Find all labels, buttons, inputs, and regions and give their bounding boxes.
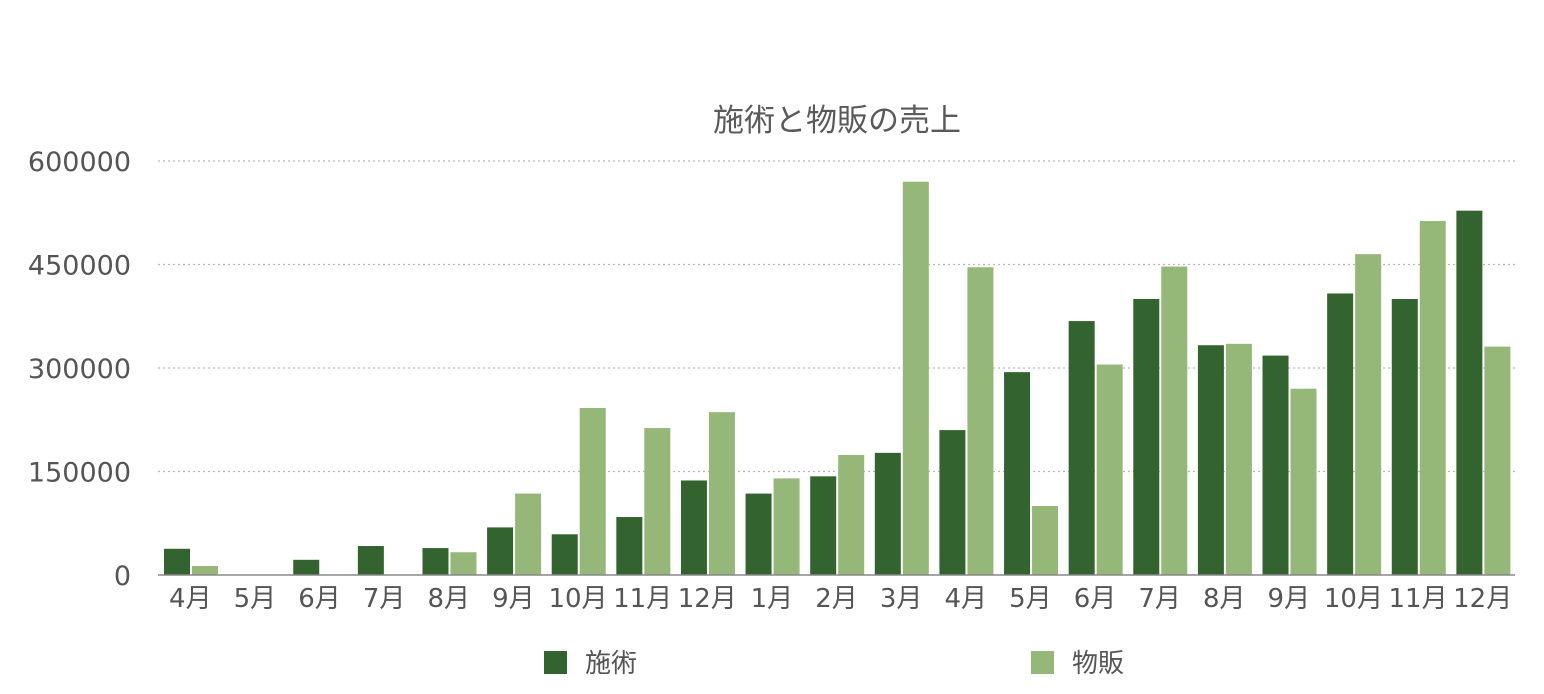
y-axis-ticks: 0 150000 300000 450000 600000 — [28, 147, 131, 592]
bar-retail — [902, 181, 929, 575]
x-tick-label: 10月 — [548, 584, 607, 614]
bar-retail — [579, 408, 606, 575]
bar-treatment — [1327, 293, 1354, 575]
x-tick-label: 9月 — [492, 584, 535, 614]
bar-treatment — [1133, 299, 1160, 575]
bar-retail — [644, 428, 671, 575]
bar-retail — [450, 552, 477, 575]
x-tick-label: 3月 — [880, 584, 923, 614]
bar-treatment — [1391, 299, 1418, 575]
gridlines — [158, 160, 1515, 473]
bar-treatment — [939, 430, 966, 575]
bar-treatment — [487, 527, 514, 575]
x-tick-label: 6月 — [1074, 584, 1117, 614]
chart-title: 施術と物販の売上 — [713, 103, 961, 139]
bar-treatment — [1262, 355, 1289, 575]
x-tick-label: 9月 — [1268, 584, 1311, 614]
x-tick-label: 5月 — [1009, 584, 1052, 614]
x-tick-label: 12月 — [1453, 584, 1512, 614]
bar-treatment — [164, 548, 190, 575]
x-tick-label: 12月 — [678, 584, 737, 614]
x-tick-label: 10月 — [1324, 584, 1383, 614]
bars — [164, 181, 1511, 575]
bar-treatment — [680, 480, 707, 575]
bar-treatment — [1456, 210, 1483, 575]
y-tick-label: 300000 — [28, 354, 131, 385]
bar-retail — [1032, 506, 1059, 575]
bar-retail — [708, 412, 735, 575]
bar-retail — [1096, 364, 1123, 575]
x-tick-label: 11月 — [613, 584, 672, 614]
x-tick-label: 4月 — [169, 584, 212, 614]
bar-retail — [1484, 346, 1511, 575]
legend-label: 施術 — [585, 649, 637, 679]
bar-treatment — [1004, 372, 1031, 575]
x-tick-label: 2月 — [815, 584, 858, 614]
bar-treatment — [551, 534, 578, 575]
legend-label: 物販 — [1072, 649, 1124, 679]
bar-retail — [773, 478, 800, 575]
y-tick-label: 0 — [114, 561, 131, 592]
bar-retail — [1355, 254, 1382, 575]
bar-retail — [967, 267, 994, 575]
bar-treatment — [874, 452, 901, 575]
bar-treatment — [745, 493, 772, 575]
bar-treatment — [810, 476, 837, 575]
legend: 施術 物販 — [544, 649, 1124, 679]
bar-treatment — [293, 559, 320, 575]
x-tick-label: 7月 — [1138, 584, 1181, 614]
y-tick-label: 150000 — [28, 458, 131, 489]
y-tick-label: 600000 — [28, 147, 131, 178]
x-tick-label: 7月 — [363, 584, 406, 614]
bar-retail — [515, 493, 542, 575]
bar-retail — [1419, 221, 1446, 575]
legend-swatch — [1031, 651, 1054, 674]
x-tick-label: 11月 — [1389, 584, 1448, 614]
x-tick-label: 5月 — [234, 584, 277, 614]
bar-treatment — [616, 517, 643, 575]
bar-treatment — [357, 546, 384, 575]
x-tick-label: 8月 — [428, 584, 471, 614]
bar-retail — [1290, 388, 1317, 575]
x-tick-label: 4月 — [944, 584, 987, 614]
x-tick-label: 1月 — [751, 584, 794, 614]
bar-retail — [192, 566, 218, 575]
bar-retail — [838, 454, 865, 575]
bar-treatment — [422, 548, 449, 575]
bar-treatment — [1068, 321, 1095, 575]
bar-retail — [1225, 343, 1252, 575]
x-axis-ticks: 4月 5月 6月 7月 8月 9月 10月 11月 12月 1月 2月 3月 4月 5月 6月 7月 8月 9月 1… — [169, 584, 1512, 614]
bar-treatment — [1197, 345, 1224, 575]
x-tick-label: 6月 — [298, 584, 341, 614]
y-tick-label: 450000 — [28, 251, 131, 282]
bar-retail — [1161, 266, 1188, 575]
x-tick-label: 8月 — [1203, 584, 1246, 614]
legend-swatch — [544, 651, 567, 674]
